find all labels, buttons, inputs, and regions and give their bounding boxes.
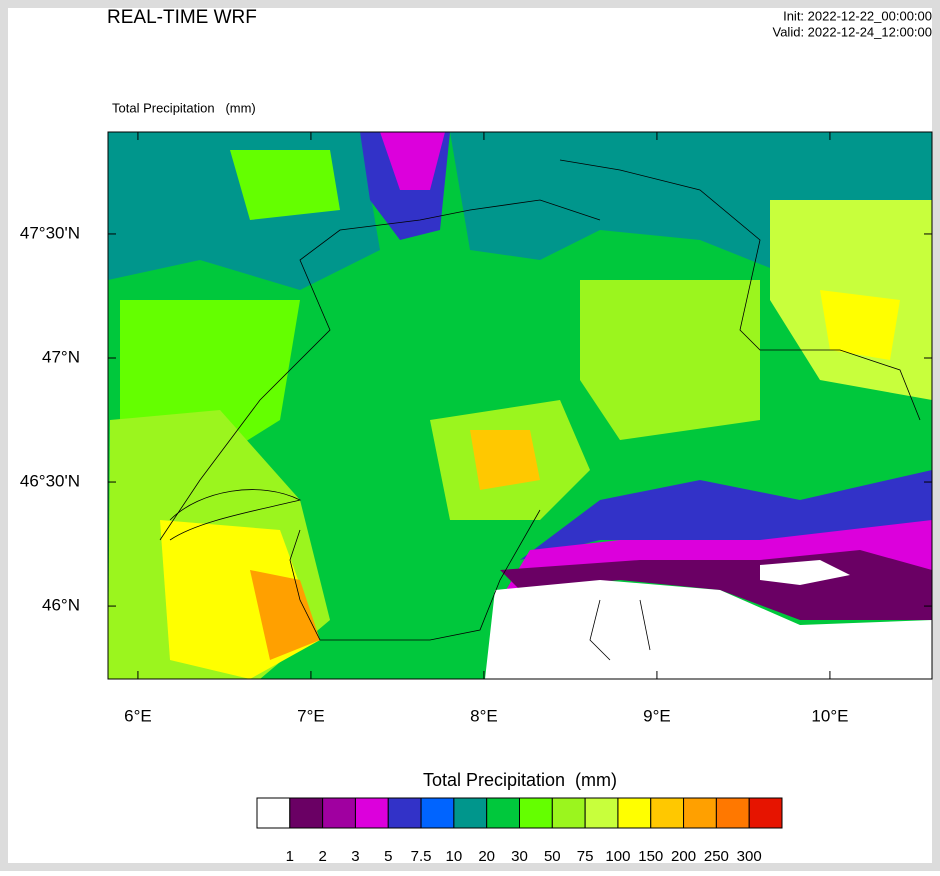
colorbar-box <box>617 797 652 829</box>
colorbar-box <box>683 797 717 829</box>
colorbar-label: 7.5 <box>411 848 432 865</box>
colorbar-label: 75 <box>577 848 594 865</box>
colorbar-box <box>289 797 324 829</box>
colorbar-box <box>420 797 455 829</box>
colorbar-label: 5 <box>384 848 392 865</box>
colorbar-title: Total Precipitation (mm) <box>423 770 617 790</box>
colorbar-box <box>584 797 619 829</box>
precip-field <box>108 132 932 679</box>
colorbar-label: 30 <box>511 848 528 865</box>
colorbar-box <box>551 797 586 829</box>
colorbar-box <box>650 797 685 829</box>
colorbar-box <box>256 797 291 829</box>
colorbar-box <box>748 797 783 829</box>
colorbar-box <box>453 797 488 829</box>
colorbar-box <box>519 797 553 829</box>
x-tick-label: 7°E <box>297 706 325 725</box>
title: REAL-TIME WRF <box>107 7 257 28</box>
colorbar-label: 300 <box>737 848 762 865</box>
colorbar-label: 50 <box>544 848 561 865</box>
colorbar-label: 150 <box>638 848 663 865</box>
colorbar-label: 1 <box>286 848 294 865</box>
map-label: Total Precipitation (mm) <box>112 100 256 115</box>
valid-time: Valid: 2022-12-24_12:00:00 <box>773 24 933 39</box>
x-tick-label: 10°E <box>811 706 848 725</box>
colorbar-label: 100 <box>605 848 630 865</box>
x-tick-label: 6°E <box>124 706 152 725</box>
y-tick-label: 47°30'N <box>20 223 80 242</box>
y-tick-label: 47°N <box>42 347 80 366</box>
x-tick-label: 8°E <box>470 706 498 725</box>
colorbar-label: 3 <box>351 848 359 865</box>
colorbar-box <box>322 797 356 829</box>
x-tick-label: 9°E <box>643 706 671 725</box>
colorbar-label: 10 <box>446 848 463 865</box>
map-border <box>107 131 933 680</box>
y-tick-label: 46°30'N <box>20 472 80 491</box>
colorbar-box <box>354 797 389 829</box>
colorbar-label: 20 <box>478 848 495 865</box>
colorbar-label: 250 <box>704 848 729 865</box>
init-time: Init: 2022-12-22_00:00:00 <box>783 8 932 23</box>
colorbar-box <box>387 797 422 829</box>
colorbar-box <box>486 797 520 829</box>
colorbar-label: 200 <box>671 848 696 865</box>
y-tick-label: 46°N <box>42 596 80 615</box>
colorbar-label: 2 <box>318 848 326 865</box>
colorbar-box <box>715 797 750 829</box>
